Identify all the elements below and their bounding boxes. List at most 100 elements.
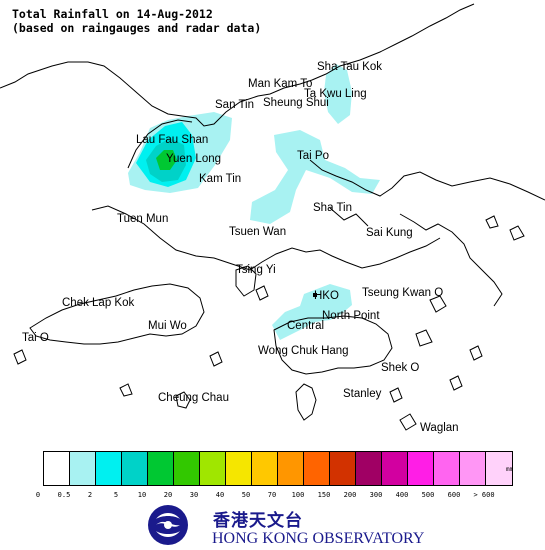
place-label-tai-o: Tai O xyxy=(22,332,49,344)
legend-tick-label: 10 xyxy=(137,491,147,499)
legend-swatch xyxy=(304,452,330,485)
place-label-north-point: North Point xyxy=(322,310,380,322)
station-marker-hko xyxy=(313,293,317,297)
place-label-lau-fau-shan: Lau Fau Shan xyxy=(136,134,209,146)
hko-logo-icon xyxy=(148,505,188,545)
sai-kung-coast xyxy=(399,213,503,307)
coast-islet-3 xyxy=(469,345,483,361)
map-title: Total Rainfall on 14-Aug-2012 xyxy=(12,7,213,21)
legend-swatch xyxy=(278,452,304,485)
coast-islet-8 xyxy=(389,387,403,403)
place-label-sha-tin: Sha Tin xyxy=(313,202,352,214)
legend-swatch xyxy=(148,452,174,485)
coast-islet-1 xyxy=(429,295,447,313)
legend-swatch xyxy=(408,452,434,485)
legend-tick-label: 2 xyxy=(87,491,93,499)
tolo-harbour xyxy=(309,159,545,201)
legend-tick-label: 150 xyxy=(317,491,331,499)
place-label-stanley: Stanley xyxy=(343,388,382,400)
legend-tick-label: 70 xyxy=(267,491,277,499)
tuen-mun-coast xyxy=(91,205,441,271)
place-label-man-kam-to: Man Kam To xyxy=(248,78,313,90)
coast-islet-7 xyxy=(485,215,499,229)
sha-tin-channel xyxy=(329,207,369,227)
place-label-kam-tin: Kam Tin xyxy=(199,173,242,185)
legend-swatch xyxy=(226,452,252,485)
legend-swatch xyxy=(44,452,70,485)
rain-area-yuen-long-max xyxy=(156,150,177,170)
place-label-sai-kung: Sai Kung xyxy=(366,227,413,239)
coast-islet-9 xyxy=(13,349,27,365)
legend-tick-label: > 600 xyxy=(473,491,495,499)
legend-swatch xyxy=(96,452,122,485)
place-label-ta-kwu-ling: Ta Kwu Ling xyxy=(304,88,367,100)
rain-area-tai-po-sha-tin xyxy=(250,130,380,224)
logo-english-name: HONG KONG OBSERVATORY xyxy=(212,530,425,547)
place-label-san-tin: San Tin xyxy=(215,99,254,111)
legend-swatch xyxy=(434,452,460,485)
coast-islet-12 xyxy=(255,285,269,301)
place-label-yuen-long: Yuen Long xyxy=(166,153,222,165)
legend-swatch xyxy=(252,452,278,485)
legend-swatch xyxy=(382,452,408,485)
rainfall-legend-bar xyxy=(43,451,513,486)
place-label-tsing-yi: Tsing Yi xyxy=(236,264,276,276)
logo-chinese-name: 香港天文台 xyxy=(213,511,303,531)
legend-tick-label: 0.5 xyxy=(57,491,71,499)
legend-tick-label: 600 xyxy=(447,491,461,499)
legend-swatch xyxy=(122,452,148,485)
legend-swatch xyxy=(330,452,356,485)
place-label-waglan: Waglan xyxy=(420,422,459,434)
place-label-hko: HKO xyxy=(314,290,339,302)
coastline-layer xyxy=(0,3,545,431)
coast-islet-2 xyxy=(415,329,433,347)
legend-tick-label: 50 xyxy=(241,491,251,499)
coast-islet-11 xyxy=(119,383,133,397)
place-label-shek-o: Shek O xyxy=(381,362,420,374)
coast-islet-5 xyxy=(449,375,463,391)
legend-tick-label: 400 xyxy=(395,491,409,499)
coast-islet-10 xyxy=(209,351,223,367)
shenzhen-coast xyxy=(0,3,475,127)
legend-tick-label: 500 xyxy=(421,491,435,499)
place-label-mui-wo: Mui Wo xyxy=(148,320,187,332)
place-label-tsuen-wan: Tsuen Wan xyxy=(229,226,287,238)
place-label-sheung-shui: Sheung Shui xyxy=(263,97,329,109)
station-markers xyxy=(313,293,317,297)
lamma-island xyxy=(295,383,317,421)
legend-tick-label: 20 xyxy=(163,491,173,499)
legend-tick-label: 200 xyxy=(343,491,357,499)
legend-tick-label: 100 xyxy=(291,491,305,499)
legend-swatch xyxy=(174,452,200,485)
place-label-cheung-chau: Cheung Chau xyxy=(158,392,229,404)
legend-swatch xyxy=(70,452,96,485)
place-label-chek-lap-kok: Chek Lap Kok xyxy=(62,297,135,309)
map-subtitle: (based on raingauges and radar data) xyxy=(12,21,262,35)
rain-area-sheung-shui xyxy=(324,64,352,124)
legend-tick-label: 0 xyxy=(35,491,41,499)
tsing-yi-island xyxy=(235,265,257,297)
place-label-wong-chuk-hang: Wong Chuk Hang xyxy=(258,345,349,357)
cheung-chau-island xyxy=(175,391,191,409)
territory-map xyxy=(0,3,545,431)
legend-swatch xyxy=(356,452,382,485)
legend-swatch xyxy=(200,452,226,485)
place-label-tuen-mun: Tuen Mun xyxy=(117,213,169,225)
place-label-central: Central xyxy=(287,320,325,332)
coast-islet-4 xyxy=(399,413,417,431)
rain-layer xyxy=(128,64,380,340)
rain-area-kowloon-harbour xyxy=(272,284,352,340)
deep-bay-shore xyxy=(127,119,193,169)
legend-unit: mm xyxy=(506,466,514,473)
hong-kong-island xyxy=(273,315,393,375)
place-label-tai-po: Tai Po xyxy=(297,150,329,162)
coast-islet-6 xyxy=(509,225,525,241)
legend-swatch xyxy=(486,452,512,485)
legend-tick-label: 300 xyxy=(369,491,383,499)
legend-tick-label: 30 xyxy=(189,491,199,499)
place-label-tseung-kwan-o: Tseung Kwan O xyxy=(362,287,444,299)
place-label-sha-tau-kok: Sha Tau Kok xyxy=(317,61,383,73)
lantau-island xyxy=(29,283,205,345)
legend-tick-label: 5 xyxy=(113,491,119,499)
legend-swatch xyxy=(460,452,486,485)
